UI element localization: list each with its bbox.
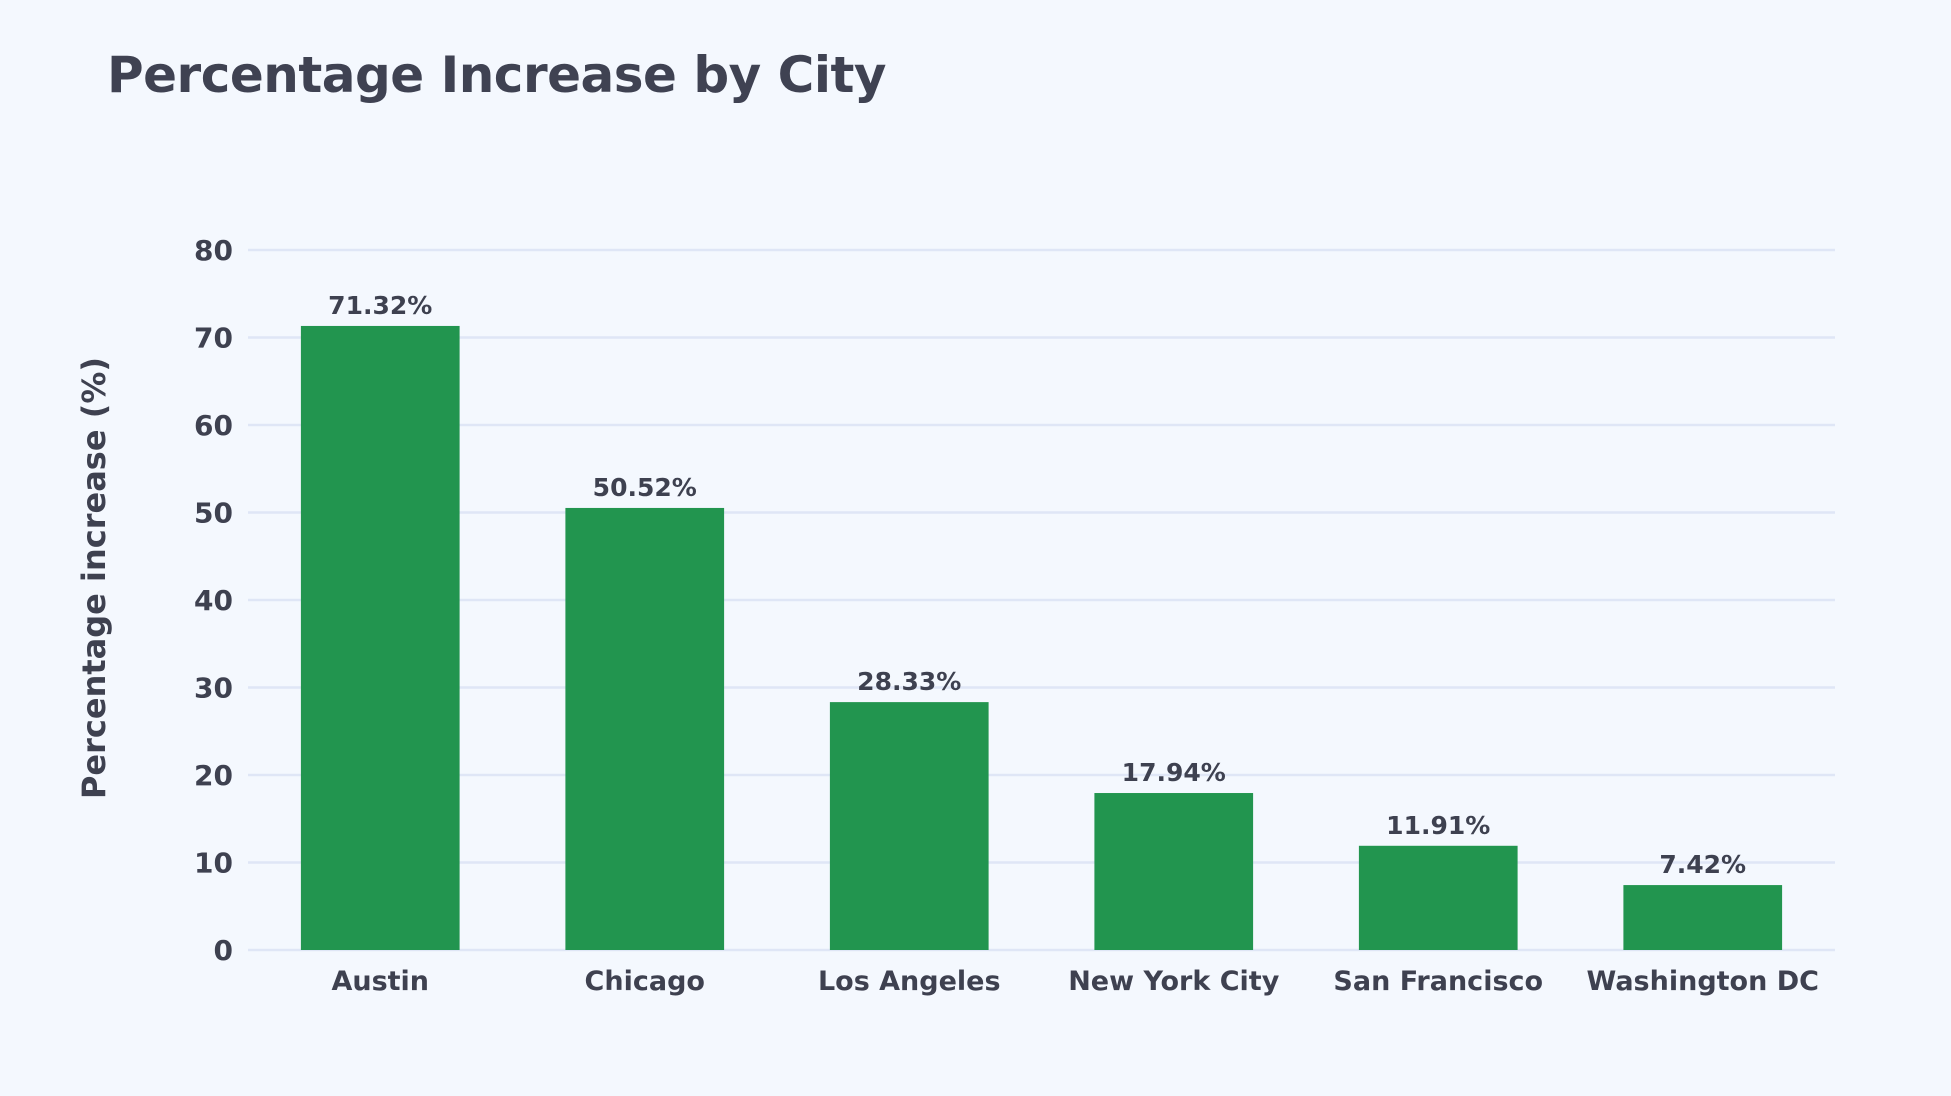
y-tick-label: 0 <box>214 934 233 967</box>
data-label: 28.33% <box>857 667 961 696</box>
y-tick-label: 70 <box>194 322 233 355</box>
gridlines <box>248 248 1835 952</box>
category-label: Austin <box>331 966 429 997</box>
data-labels: 71.32% 50.52% 28.33% 17.94% 11.91% 7.42% <box>328 291 1746 879</box>
bar <box>1094 793 1254 950</box>
chart-title: Percentage Increase by City <box>107 46 886 104</box>
y-tick-label: 40 <box>194 584 233 617</box>
bars <box>300 325 1783 950</box>
bar <box>829 702 989 950</box>
y-tick-label: 80 <box>194 234 233 267</box>
data-label: 50.52% <box>593 473 697 502</box>
data-label: 71.32% <box>328 291 432 320</box>
bar <box>565 507 725 950</box>
category-label: Los Angeles <box>818 966 1001 997</box>
x-axis-categories: Austin Chicago Los Angeles New York City San… <box>331 966 1819 997</box>
y-axis-title: Percentage increase (%) <box>75 357 113 799</box>
y-tick-label: 50 <box>194 497 233 530</box>
category-label: Washington DC <box>1587 966 1819 997</box>
category-label: Chicago <box>585 966 705 997</box>
y-axis-ticks: 0 10 20 30 40 50 60 70 80 <box>194 234 233 967</box>
category-label: San Francisco <box>1333 966 1543 997</box>
bar <box>300 325 460 950</box>
y-tick-label: 60 <box>194 409 233 442</box>
y-tick-label: 10 <box>194 847 233 880</box>
category-label: New York City <box>1068 966 1280 997</box>
y-tick-label: 20 <box>194 759 233 792</box>
data-label: 7.42% <box>1659 850 1746 879</box>
y-tick-label: 30 <box>194 672 233 705</box>
data-label: 11.91% <box>1386 811 1490 840</box>
data-label: 17.94% <box>1122 758 1226 787</box>
bar <box>1358 845 1518 950</box>
bar <box>1623 885 1783 950</box>
